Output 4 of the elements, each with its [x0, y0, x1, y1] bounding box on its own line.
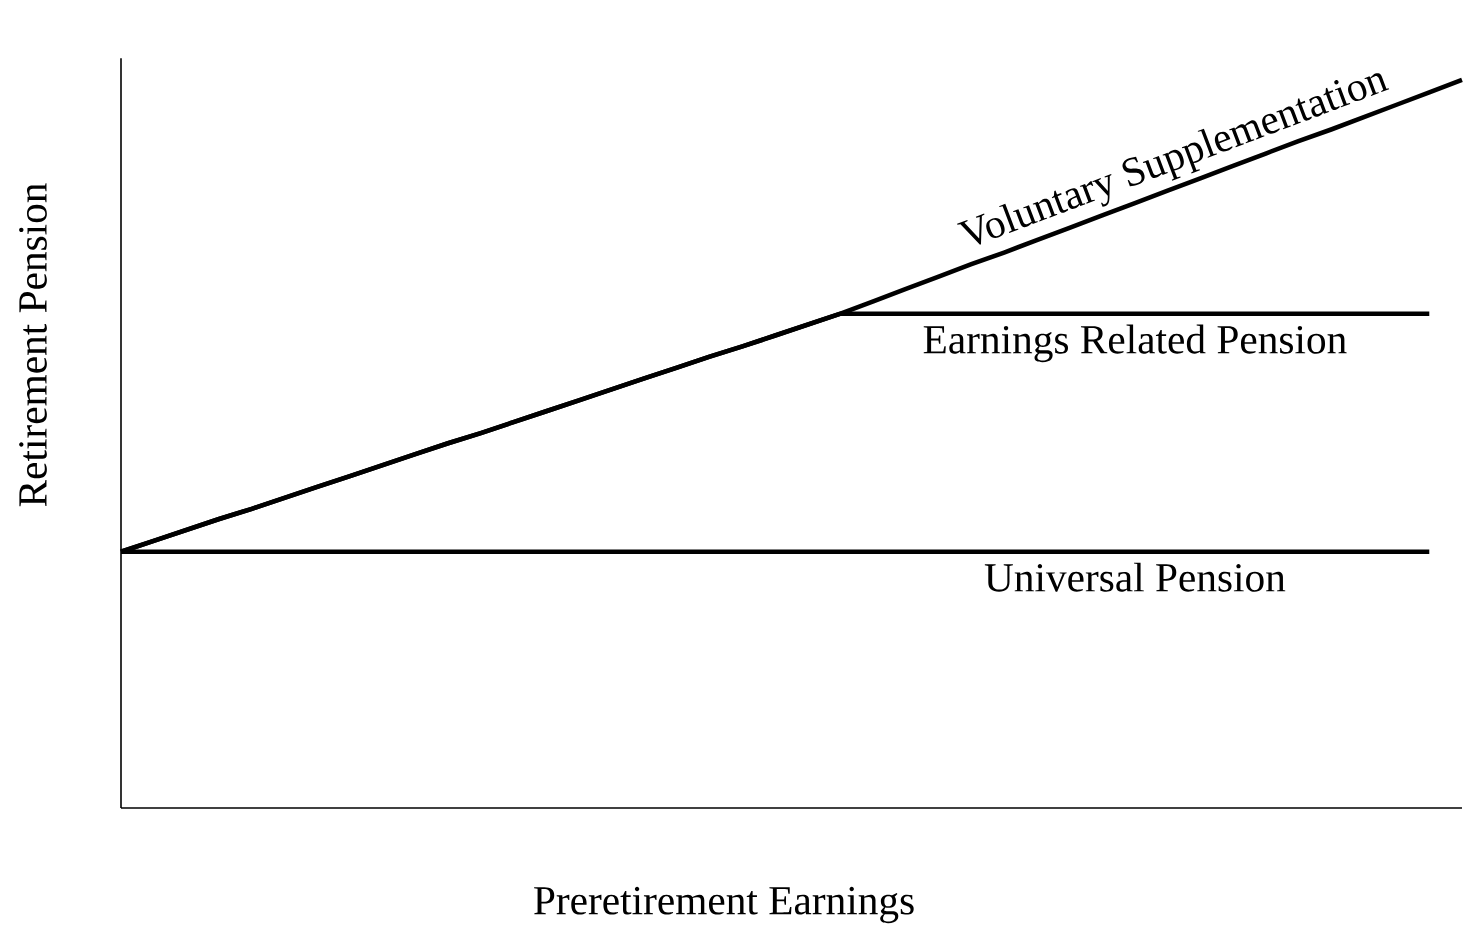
series-label: Earnings Related Pension: [923, 324, 1347, 363]
y-axis-title: Retirement Pension: [19, 183, 47, 507]
series-label: Universal Pension: [984, 562, 1286, 592]
x-axis-title: Preretirement Earnings: [534, 886, 914, 924]
